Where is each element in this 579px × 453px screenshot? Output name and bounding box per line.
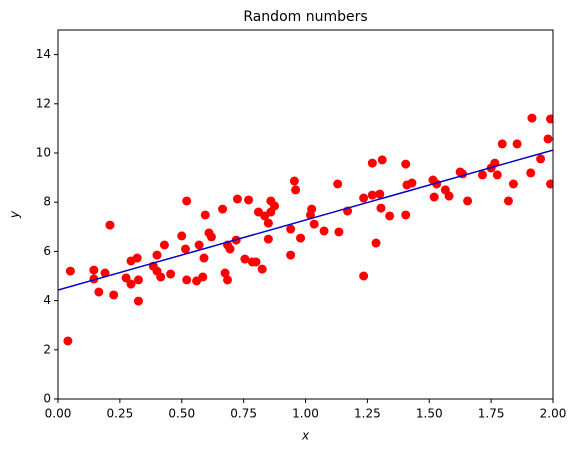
y-tick-label: 10 (36, 146, 51, 160)
x-tick-label: 0.50 (168, 407, 195, 421)
data-point (121, 273, 131, 283)
data-point (401, 159, 411, 169)
x-tick-label: 1.50 (416, 407, 443, 421)
data-point (194, 240, 204, 250)
data-point (166, 269, 176, 279)
data-point (492, 170, 502, 180)
axes-frame (57, 29, 554, 400)
data-point (251, 257, 261, 267)
data-point (497, 139, 507, 149)
data-point (289, 176, 299, 186)
data-point (94, 287, 104, 297)
y-axis-label: y (8, 210, 22, 219)
data-point (177, 231, 187, 241)
data-point (223, 275, 233, 285)
data-point (319, 226, 329, 236)
data-point (367, 158, 377, 168)
data-point (206, 232, 216, 242)
data-point (546, 179, 553, 189)
plot-area (58, 113, 553, 346)
chart-title: Random numbers (243, 9, 367, 25)
data-point (333, 179, 343, 189)
data-point (133, 296, 143, 306)
data-point (240, 254, 250, 264)
data-point (463, 196, 473, 206)
data-point (407, 178, 417, 188)
data-point (377, 155, 387, 165)
data-point (263, 234, 273, 244)
data-point (65, 266, 75, 276)
y-tick-label: 2 (43, 342, 51, 356)
data-point (232, 194, 242, 204)
data-point (263, 218, 273, 228)
data-point (508, 179, 518, 189)
data-point (286, 224, 296, 234)
y-tick-label: 12 (36, 96, 51, 110)
data-point (309, 219, 319, 229)
y-tick-label: 14 (36, 47, 51, 61)
data-point (132, 253, 142, 263)
x-tick-label: 1.75 (478, 407, 505, 421)
data-point (199, 253, 209, 263)
data-point (63, 336, 73, 346)
data-point (156, 272, 166, 282)
data-point (429, 192, 439, 202)
data-point (159, 240, 169, 250)
data-point (218, 204, 228, 214)
data-point (182, 196, 192, 206)
y-tick-label: 8 (43, 195, 51, 209)
data-point (503, 196, 513, 206)
data-point (477, 170, 487, 180)
data-point (359, 193, 369, 203)
data-point (512, 139, 522, 149)
fit-line (58, 149, 553, 291)
data-point (133, 275, 143, 285)
data-point (105, 220, 115, 230)
x-tick-label: 0.75 (230, 407, 257, 421)
x-axis-label: x (301, 429, 310, 443)
data-point (359, 271, 369, 281)
data-point (401, 210, 411, 220)
y-tick-label: 4 (43, 293, 51, 307)
x-tick-label: 2.00 (540, 407, 567, 421)
y-tick-label: 0 (43, 392, 51, 406)
data-point (152, 250, 162, 260)
data-point (385, 211, 395, 221)
data-point (526, 168, 536, 178)
x-tick-label: 1.25 (354, 407, 381, 421)
data-point (375, 189, 385, 199)
data-point (334, 227, 344, 237)
y-tick-label: 6 (43, 244, 51, 258)
x-tick-label: 0.00 (45, 407, 72, 421)
data-point (307, 204, 317, 214)
data-point (244, 195, 254, 205)
x-tick-label: 0.25 (107, 407, 134, 421)
data-point (367, 190, 377, 200)
data-point (225, 244, 235, 254)
data-point (100, 268, 110, 278)
data-point (182, 275, 192, 285)
data-point (220, 268, 230, 278)
data-point (546, 114, 553, 124)
data-point (109, 290, 119, 300)
x-tick-label: 1.00 (292, 407, 319, 421)
data-point (527, 113, 537, 123)
data-point (291, 185, 301, 195)
data-point (126, 279, 136, 289)
data-point (257, 264, 267, 274)
data-point (200, 210, 210, 220)
data-point (536, 154, 546, 164)
data-point (89, 265, 99, 275)
data-point (376, 203, 386, 213)
data-point (286, 250, 296, 260)
data-point (180, 244, 190, 254)
data-point (444, 191, 454, 201)
data-point (198, 272, 208, 282)
data-point (543, 134, 553, 144)
data-point (270, 201, 280, 211)
data-point (371, 238, 381, 248)
data-point (296, 233, 306, 243)
